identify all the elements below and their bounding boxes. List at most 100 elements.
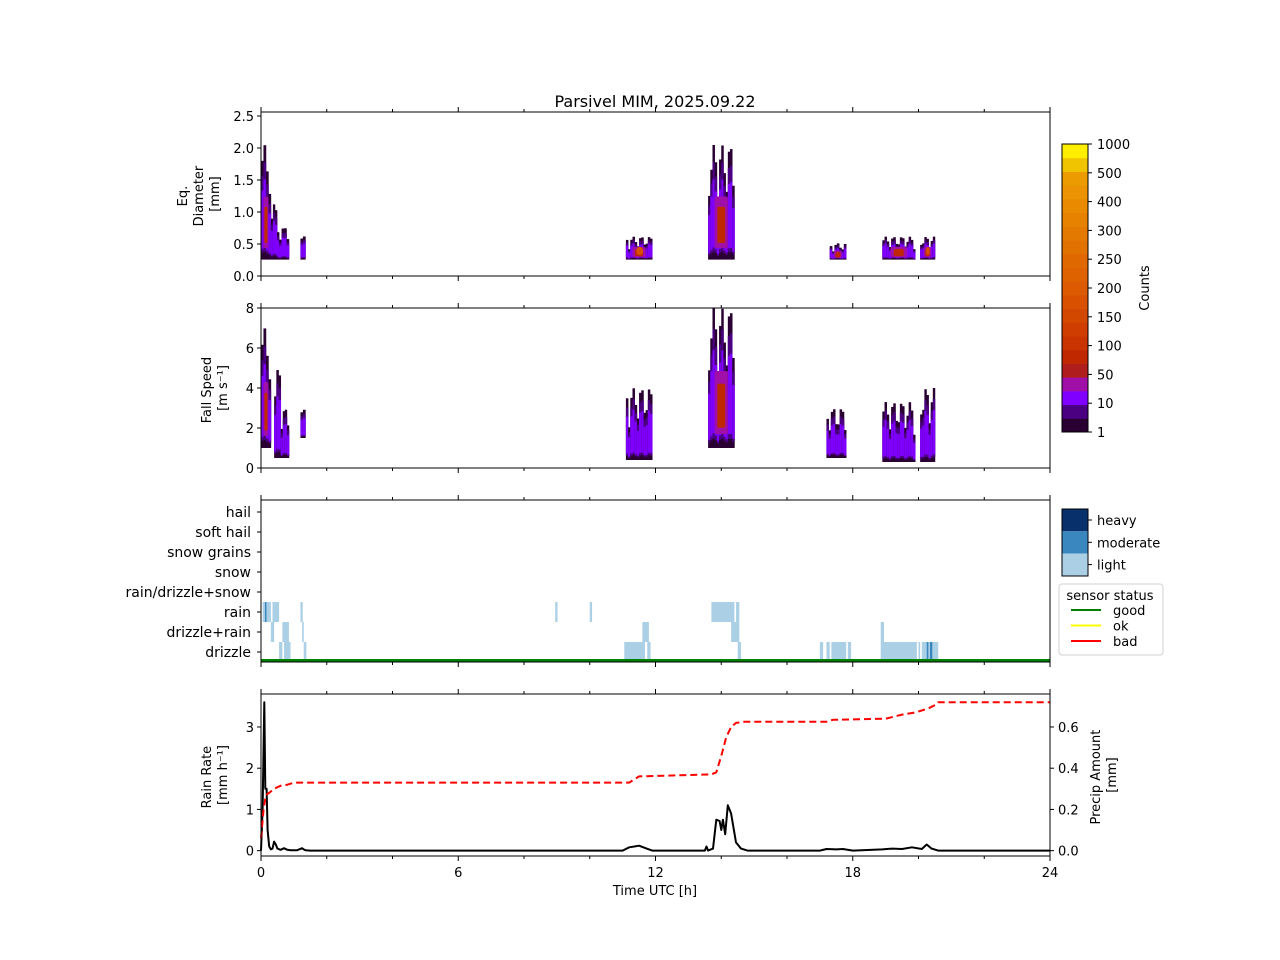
heatmap-cell xyxy=(730,353,733,434)
sensor-status-legend-title: sensor status xyxy=(1066,589,1153,604)
heatmap-cell xyxy=(643,426,646,456)
precip-type-event xyxy=(282,622,289,642)
heatmap-cell xyxy=(904,438,907,459)
heatmap-cell xyxy=(895,433,898,458)
precip-type-label: drizzle xyxy=(205,645,251,661)
heatmap-cell xyxy=(727,184,731,249)
heatmap-cell xyxy=(647,410,651,453)
heatmap-cell xyxy=(636,430,640,456)
colorbar-cell xyxy=(1062,349,1088,364)
heatmap-cell xyxy=(274,414,277,452)
heatmap-cell xyxy=(910,245,914,258)
heatmap-cell xyxy=(277,240,280,257)
precip-type-label: drizzle+rain xyxy=(166,625,251,641)
heatmap-cell xyxy=(268,213,272,253)
heatmap-cell xyxy=(727,355,731,435)
y-tick-label: 8 xyxy=(246,302,254,317)
y-tick-label: 2 xyxy=(246,422,254,437)
precip-type-event xyxy=(880,622,884,642)
heatmap-cell xyxy=(645,425,649,455)
heatmap-cell xyxy=(902,422,905,457)
rainrate-x-ticks: 0 6 12 18 24 xyxy=(257,689,1058,881)
precip-amount-line xyxy=(260,701,1050,839)
heatmap-cell xyxy=(300,244,304,258)
heatmap-cell xyxy=(832,253,835,259)
heatmap-cell xyxy=(628,437,631,457)
heatmap-cell xyxy=(302,418,306,436)
heatmap-cell xyxy=(730,182,733,248)
rainrate-y-ticks: 0 1 2 3 xyxy=(246,721,261,860)
heatmap-cell xyxy=(276,396,279,449)
heatmap-cell xyxy=(274,224,278,255)
heatmap-cell xyxy=(712,179,715,248)
heatmap-cell xyxy=(882,246,885,258)
heatmap-cell xyxy=(906,247,909,258)
precip-type-event xyxy=(624,642,645,662)
precip-type-event xyxy=(270,622,275,642)
y-tick-label: 0.5 xyxy=(233,238,254,253)
y-tick-label: 0 xyxy=(246,845,254,860)
colorbar-cell xyxy=(1062,212,1088,227)
heatmap-cell xyxy=(930,420,934,456)
heatmap-cell xyxy=(843,248,847,258)
heatmap-cell xyxy=(300,419,304,436)
colorbar-tick-label: 200 xyxy=(1097,282,1122,297)
y-tick-label: 0.0 xyxy=(233,270,254,285)
precip-type-event xyxy=(647,642,651,662)
precip-type-event xyxy=(926,642,929,662)
precip-type-event xyxy=(731,622,740,642)
precip-type-event xyxy=(819,642,824,662)
heatmap-cell xyxy=(278,400,282,450)
heatmap-cell xyxy=(628,252,631,259)
precip-type-label: hail xyxy=(226,505,251,521)
intensity-cell xyxy=(1062,531,1088,554)
intensity-colorbar: heavy moderate light xyxy=(1061,508,1160,577)
x-tick-label: 24 xyxy=(1042,866,1059,881)
rainrate-y-label: Rain Rate [mm h⁻¹] xyxy=(200,742,231,809)
heatmap-cell xyxy=(843,438,847,456)
precip-type-label: snow xyxy=(215,565,251,581)
heatmap-cell xyxy=(708,393,711,440)
precip-type-event xyxy=(279,642,283,662)
intensity-cell xyxy=(1062,509,1088,532)
heatmap-cell xyxy=(641,411,644,453)
intensity-label: heavy xyxy=(1097,514,1137,529)
rainrate-lines xyxy=(260,701,1050,852)
heatmap-cell xyxy=(899,421,903,456)
colorbar-tick-label: 1 xyxy=(1097,426,1105,441)
sensor-status-line xyxy=(261,659,1050,662)
precip-type-event xyxy=(826,642,830,662)
precip-type-y-ticks: drizzle drizzle+rain rain rain/drizzle+snow… xyxy=(126,505,261,661)
heatmap-cell xyxy=(279,245,282,258)
y-tick-label: 1.5 xyxy=(233,174,254,189)
precip-type-event xyxy=(555,602,558,622)
heatmap-cell xyxy=(280,437,284,455)
sensor-status-legend-box xyxy=(1058,583,1164,656)
heatmap-cell xyxy=(826,430,829,454)
heatmap-cell xyxy=(630,245,633,258)
heatmap-cell xyxy=(926,246,930,256)
heatmap-cell xyxy=(636,246,644,256)
heatmap-cell xyxy=(732,207,735,252)
precip-type-panel: drizzle drizzle+rain rain rain/drizzle+snow… xyxy=(126,495,1051,667)
fallspeed-y-label: Fall Speed [m s⁻¹] xyxy=(200,353,231,424)
heatmap-cell xyxy=(888,250,892,259)
heatmap-cell xyxy=(932,243,936,258)
y-tick-label: 2.0 xyxy=(233,142,254,157)
precip-type-event xyxy=(272,602,280,622)
y2-tick-label: 0.6 xyxy=(1058,721,1079,736)
colorbar-cell xyxy=(1062,390,1088,406)
precip-type-event xyxy=(847,642,852,662)
heatmap-cell xyxy=(717,383,726,428)
precip-type-event xyxy=(303,642,307,662)
precip-type-event xyxy=(737,642,741,662)
heatmap-cell xyxy=(272,220,276,254)
colorbar-cell xyxy=(1062,157,1088,172)
precip-type-label: soft hail xyxy=(195,525,251,541)
precip-type-event xyxy=(711,602,735,622)
heatmap-cell xyxy=(930,246,934,258)
colorbar-cell xyxy=(1062,322,1088,337)
heatmap-cell xyxy=(922,248,925,258)
